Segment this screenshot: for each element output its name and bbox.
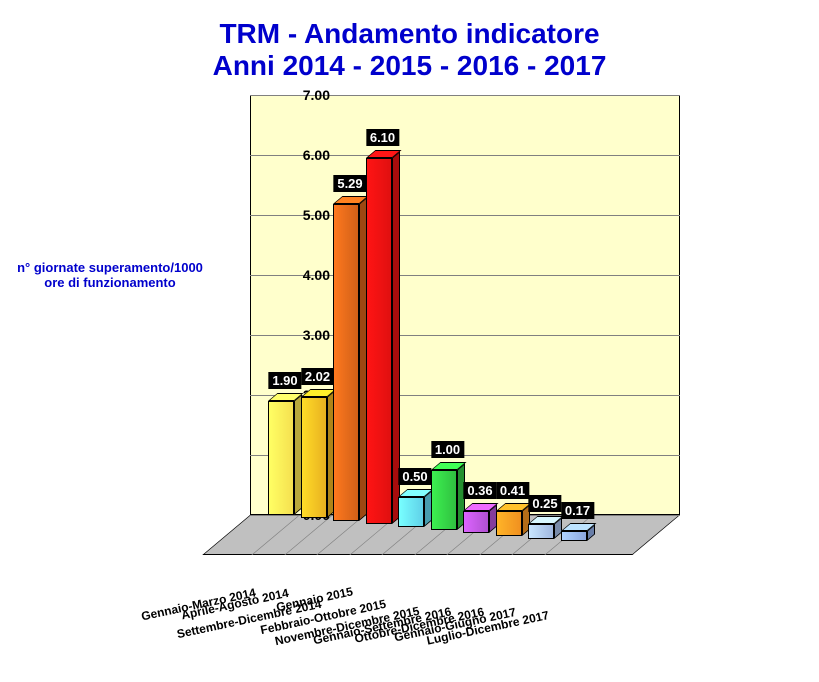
- bar-value-label: 0.41: [496, 482, 529, 499]
- bar-front: [366, 158, 392, 524]
- bar-value-label: 1.90: [268, 372, 301, 389]
- bar-front: [301, 397, 327, 518]
- chart-title: TRM - Andamento indicatore Anni 2014 - 2…: [0, 18, 819, 82]
- bar-front: [398, 497, 424, 527]
- y-tick-label: 6.00: [280, 147, 330, 163]
- bar-value-label: 0.17: [561, 502, 594, 519]
- title-line1: TRM - Andamento indicatore: [0, 18, 819, 50]
- y-axis-label: n° giornate superamento/1000 ore di funz…: [10, 260, 210, 290]
- bar-value-label: 1.00: [431, 441, 464, 458]
- bar-front: [333, 204, 359, 521]
- bar-front: [496, 511, 522, 536]
- plot-area: 0.001.002.003.004.005.006.007.00 1.902.0…: [250, 95, 770, 555]
- y-tick-label: 3.00: [280, 327, 330, 343]
- bar-front: [431, 470, 457, 530]
- bar-front: [463, 511, 489, 533]
- bar-value-label: 0.36: [463, 482, 496, 499]
- bar-value-label: 2.02: [301, 368, 334, 385]
- bar-front: [561, 531, 587, 541]
- bar-value-label: 0.50: [398, 468, 431, 485]
- title-line2: Anni 2014 - 2015 - 2016 - 2017: [0, 50, 819, 82]
- bar-value-label: 6.10: [366, 129, 399, 146]
- bar-value-label: 0.25: [528, 495, 561, 512]
- bar-front: [268, 401, 294, 515]
- y-tick-label: 4.00: [280, 267, 330, 283]
- y-tick-label: 7.00: [280, 87, 330, 103]
- y-tick-label: 5.00: [280, 207, 330, 223]
- chart-container: TRM - Andamento indicatore Anni 2014 - 2…: [0, 0, 819, 682]
- bar-front: [528, 524, 554, 539]
- bar-value-label: 5.29: [333, 175, 366, 192]
